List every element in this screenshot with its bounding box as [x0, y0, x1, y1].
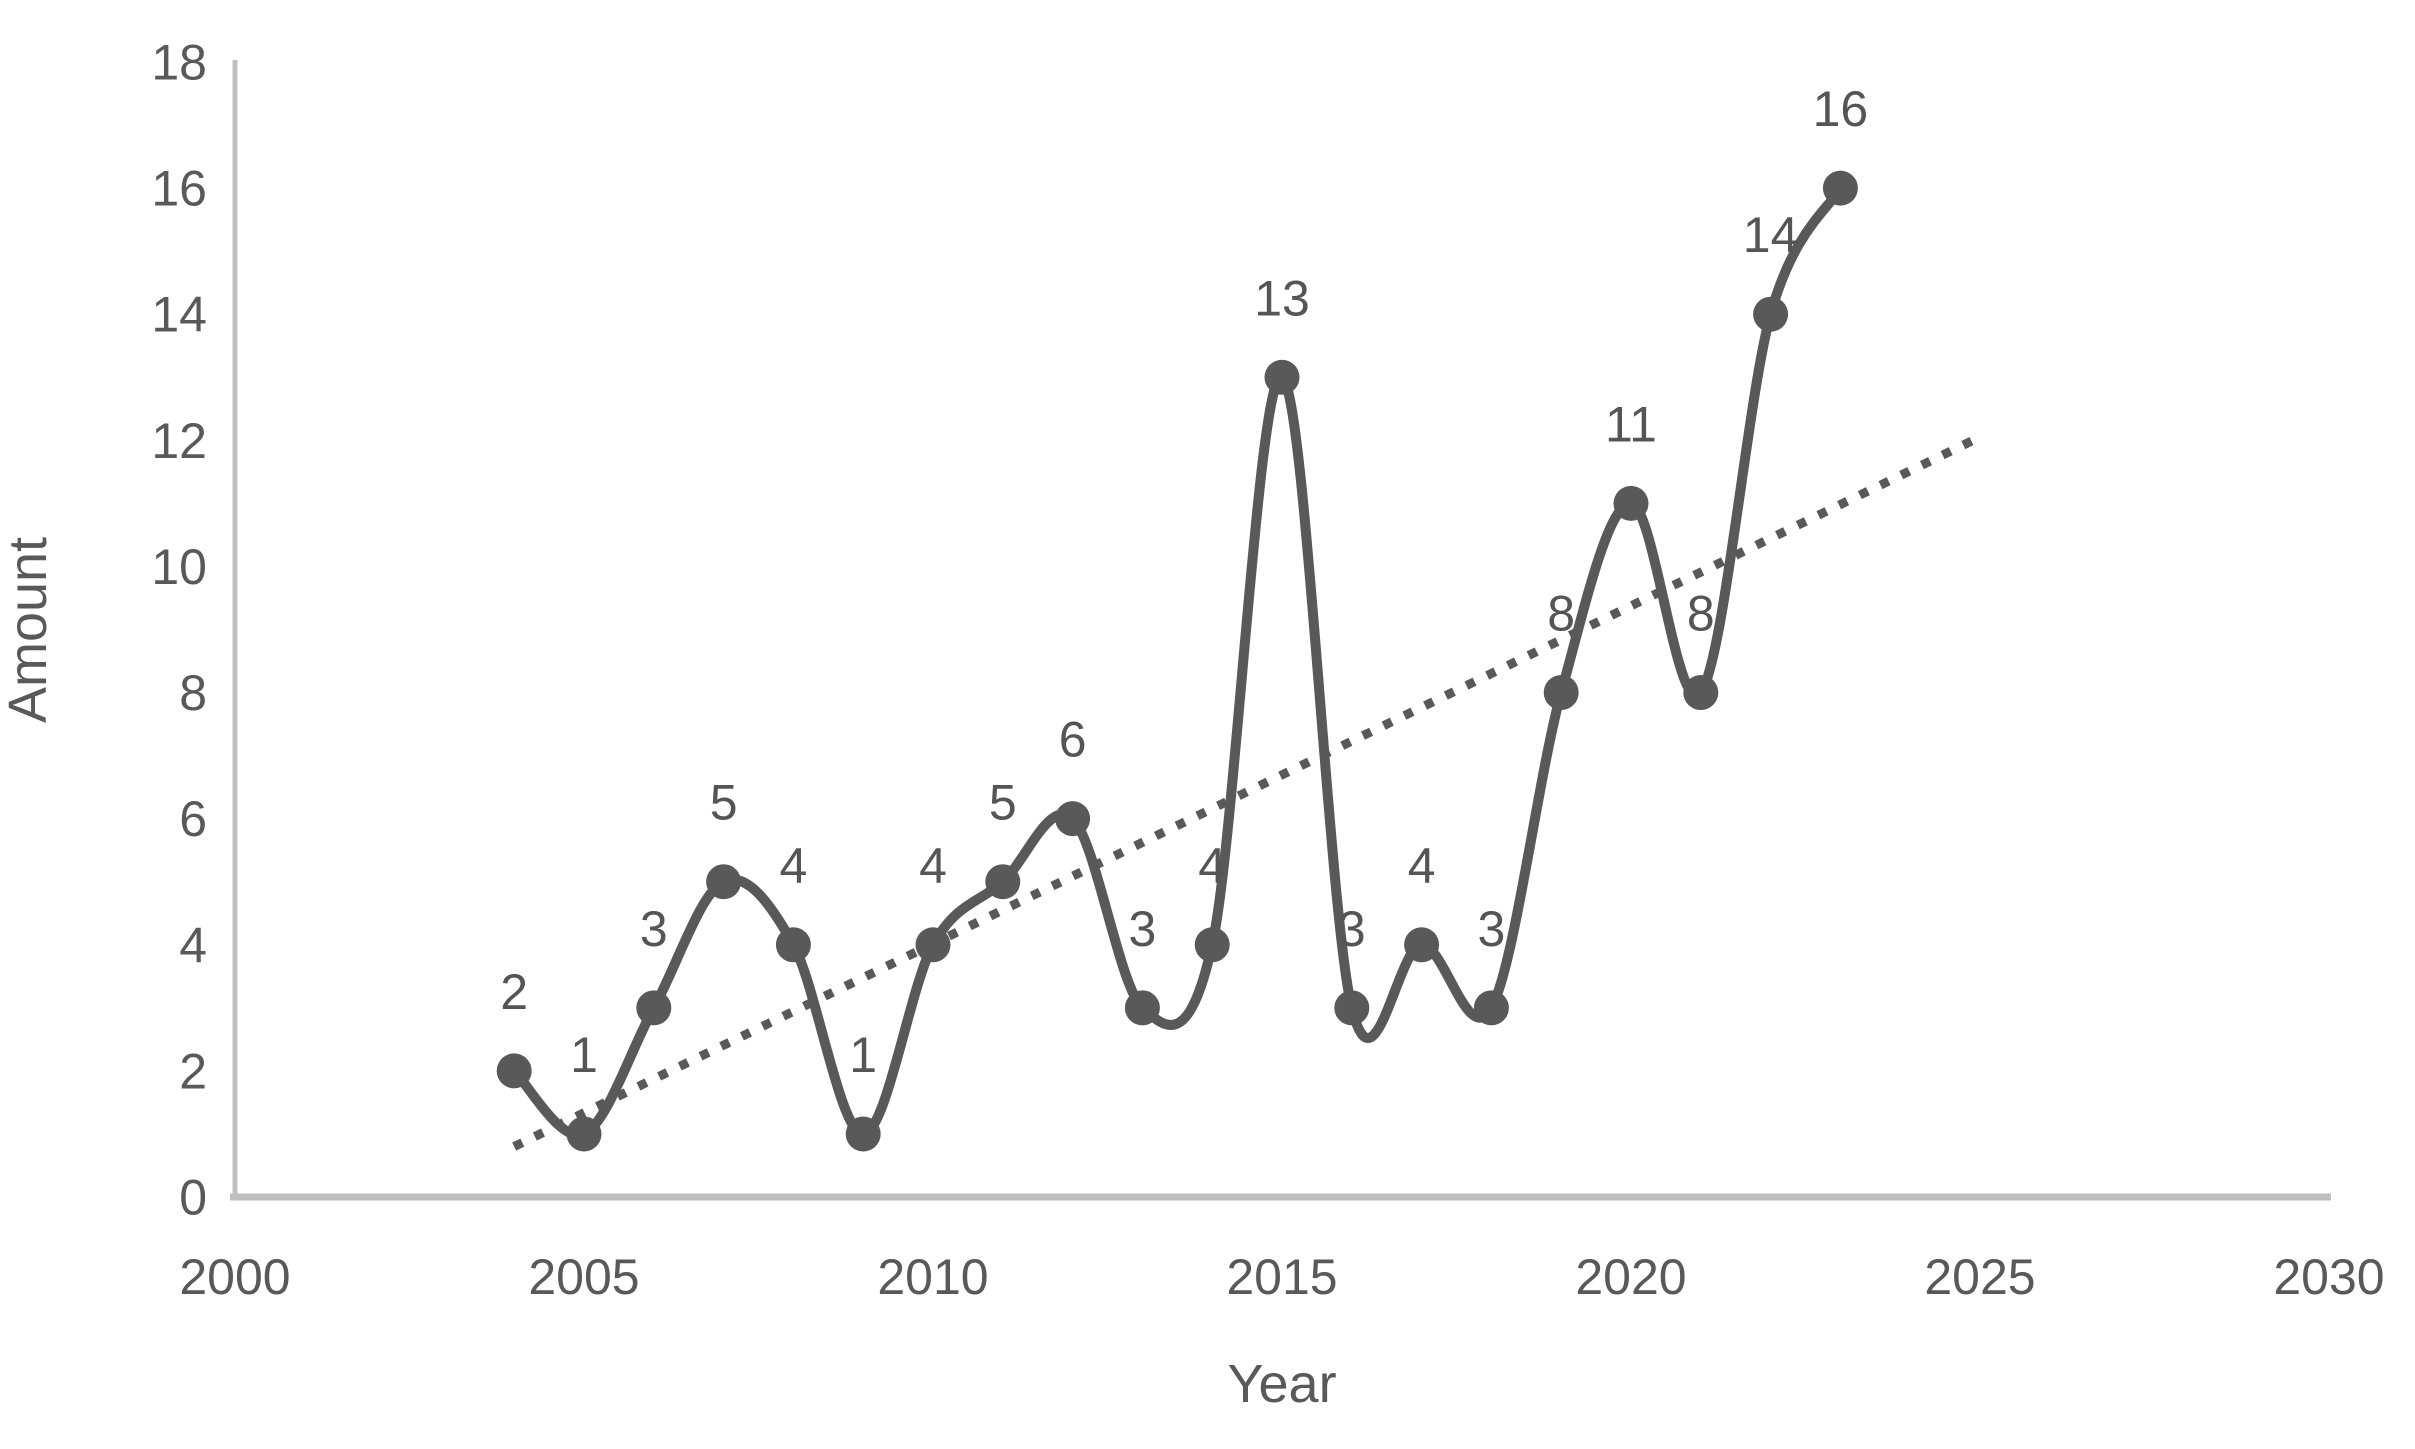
data-point-marker	[775, 927, 811, 963]
data-point-marker	[706, 864, 742, 900]
data-point-marker	[1055, 801, 1091, 837]
data-point-marker	[566, 1116, 602, 1152]
y-axis-tick-labels: 0 2 4 6 8 10 12 14 16 18	[151, 35, 207, 1226]
x-tick-label: 2015	[1226, 1249, 1337, 1305]
data-point-marker	[496, 1053, 532, 1089]
x-tick-label: 2000	[179, 1249, 290, 1305]
data-point-marker	[1334, 990, 1370, 1026]
data-point-marker	[1194, 927, 1230, 963]
data-point-label: 3	[640, 901, 668, 957]
y-tick-label: 8	[179, 665, 207, 721]
x-axis-title: Year	[1227, 1354, 1336, 1414]
data-point-label: 5	[710, 775, 738, 831]
data-point-label: 6	[1059, 712, 1087, 768]
data-point-label: 16	[1813, 81, 1869, 137]
x-tick-label: 2020	[1575, 1249, 1686, 1305]
data-point-label: 13	[1254, 270, 1310, 326]
data-point-label: 3	[1477, 901, 1505, 957]
y-tick-label: 18	[151, 35, 207, 91]
y-tick-label: 0	[179, 1170, 207, 1226]
data-point-label: 4	[919, 838, 947, 894]
y-tick-label: 2	[179, 1043, 207, 1099]
data-point-markers	[496, 170, 1858, 1152]
data-point-label: 3	[1338, 901, 1366, 957]
data-point-label: 3	[1128, 901, 1156, 957]
trendline	[512, 436, 1975, 1151]
data-point-label: 4	[1198, 838, 1226, 894]
y-tick-label: 6	[179, 791, 207, 847]
data-point-marker	[636, 990, 672, 1026]
data-point-marker	[1683, 675, 1719, 711]
data-point-label: 8	[1687, 586, 1715, 642]
y-tick-label: 16	[151, 161, 207, 217]
data-point-marker	[1264, 359, 1300, 395]
data-point-label: 4	[1408, 838, 1436, 894]
x-tick-label: 2025	[1924, 1249, 2035, 1305]
data-point-marker	[1473, 990, 1509, 1026]
data-point-marker	[1124, 990, 1160, 1026]
data-point-label: 1	[849, 1027, 877, 1083]
data-point-marker	[1613, 485, 1649, 521]
y-axis-title: Amount	[0, 537, 58, 723]
x-tick-label: 2030	[2273, 1249, 2384, 1305]
data-point-marker	[985, 864, 1021, 900]
data-point-marker	[845, 1116, 881, 1152]
data-point-label: 1	[570, 1027, 598, 1083]
data-point-label: 4	[779, 838, 807, 894]
data-point-label: 2	[500, 964, 528, 1020]
data-point-label: 5	[989, 775, 1017, 831]
y-tick-label: 14	[151, 287, 207, 343]
data-point-marker	[1543, 675, 1579, 711]
x-tick-label: 2005	[528, 1249, 639, 1305]
y-tick-label: 12	[151, 413, 207, 469]
x-tick-label: 2010	[877, 1249, 988, 1305]
series-line	[509, 183, 1846, 1141]
data-point-label: 8	[1547, 586, 1575, 642]
x-axis-tick-labels: 2000 2005 2010 2015 2020 2025 2030	[179, 1249, 2384, 1305]
data-point-label: 14	[1743, 207, 1799, 263]
data-point-marker	[915, 927, 951, 963]
data-point-marker	[1753, 296, 1789, 332]
data-point-label: 11	[1605, 396, 1657, 452]
y-tick-label: 4	[179, 917, 207, 973]
data-point-marker	[1404, 927, 1440, 963]
data-point-marker	[1822, 170, 1858, 206]
y-tick-label: 10	[151, 539, 207, 595]
